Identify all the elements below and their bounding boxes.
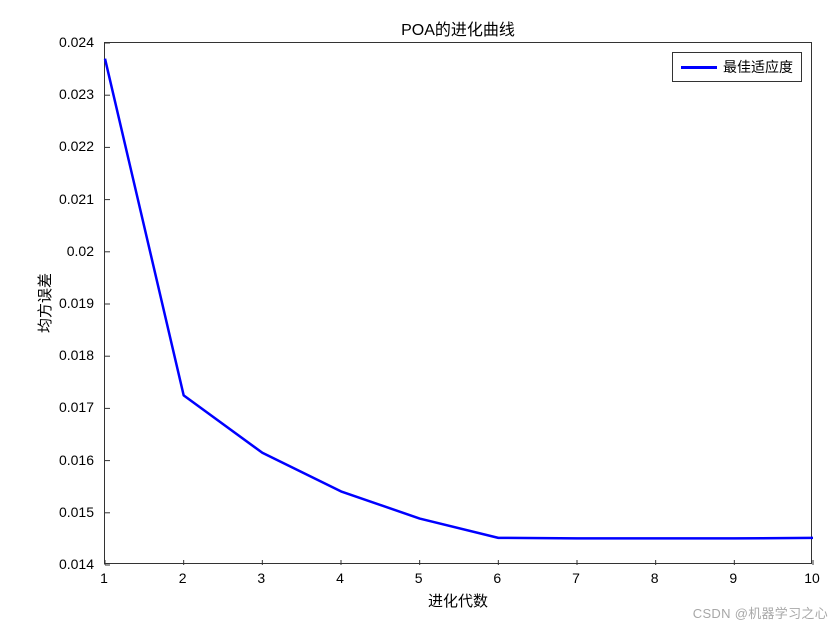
legend-label: 最佳适应度 (723, 57, 793, 77)
x-tick-label: 1 (84, 570, 124, 586)
figure: POA的进化曲线 12345678910 0.0140.0150.0160.01… (0, 0, 840, 630)
plot-area (104, 42, 812, 564)
x-tick-label: 4 (320, 570, 360, 586)
x-tick-label: 9 (713, 570, 753, 586)
legend-swatch (681, 66, 717, 69)
x-tick-label: 7 (556, 570, 596, 586)
x-tick-label: 2 (163, 570, 203, 586)
legend: 最佳适应度 (672, 52, 802, 82)
x-tick-label: 8 (635, 570, 675, 586)
line-series (105, 43, 813, 565)
y-axis-label: 均方误差 (34, 42, 55, 564)
x-tick-label: 10 (792, 570, 832, 586)
x-tick-label: 5 (399, 570, 439, 586)
x-tick-label: 3 (241, 570, 281, 586)
chart-title: POA的进化曲线 (104, 16, 812, 40)
watermark-text: CSDN @机器学习之心 (693, 603, 828, 622)
x-tick-label: 6 (477, 570, 517, 586)
